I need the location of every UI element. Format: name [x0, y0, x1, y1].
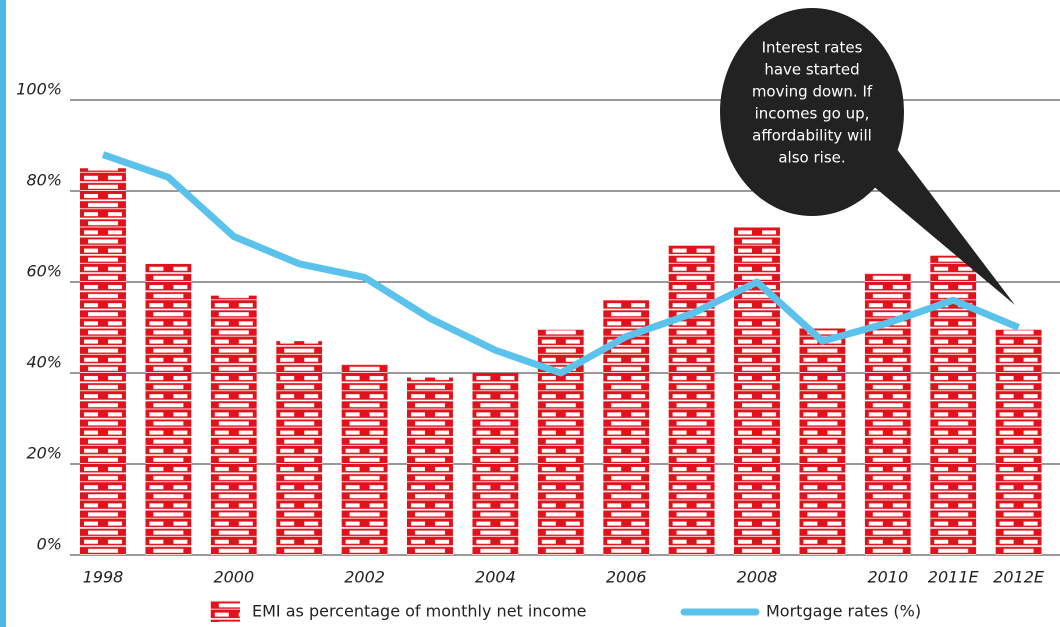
- legend-label: EMI as percentage of monthly net income: [252, 602, 587, 621]
- x-tick-label: 2002: [344, 568, 385, 587]
- legend-swatch: [195, 600, 240, 622]
- side-stripe: [0, 0, 6, 627]
- bar: [210, 295, 257, 555]
- bar: [341, 363, 388, 555]
- x-tick-label: 2004: [475, 568, 516, 587]
- annotation-bubble: [720, 8, 1015, 305]
- x-tick-label: 2006: [606, 568, 647, 587]
- y-tick-label: 60%: [26, 262, 62, 281]
- bar: [276, 341, 323, 555]
- annotation-text: affordability will: [752, 127, 872, 145]
- x-tick-label: 2000: [213, 568, 254, 587]
- x-tick-label: 2008: [737, 568, 778, 587]
- x-tick-label: 1998: [83, 568, 124, 587]
- annotation-text: Interest rates: [762, 39, 863, 57]
- y-tick-label: 100%: [16, 80, 62, 99]
- bar: [472, 373, 519, 555]
- annotation-text: moving down. If: [752, 83, 873, 101]
- line: [101, 151, 1020, 377]
- annotation-text: have started: [764, 61, 859, 79]
- x-tick-label: 2011E: [928, 568, 980, 587]
- bar: [995, 329, 1042, 555]
- y-tick-label: 40%: [26, 353, 62, 372]
- bar: [407, 377, 453, 555]
- y-tick-label: 80%: [26, 171, 62, 190]
- x-tick-label: 2012E: [993, 568, 1045, 587]
- annotation-text: also rise.: [778, 149, 845, 167]
- bar: [80, 168, 126, 555]
- bar: [734, 227, 780, 555]
- annotation-text: incomes go up,: [755, 105, 870, 123]
- bar: [145, 263, 192, 555]
- y-tick-label: 0%: [37, 535, 62, 554]
- bar: [799, 327, 846, 555]
- y-tick-label: 20%: [26, 444, 62, 463]
- legend-label: Mortgage rates (%): [766, 602, 921, 621]
- bar: [668, 245, 715, 555]
- x-tick-label: 2010: [867, 568, 908, 587]
